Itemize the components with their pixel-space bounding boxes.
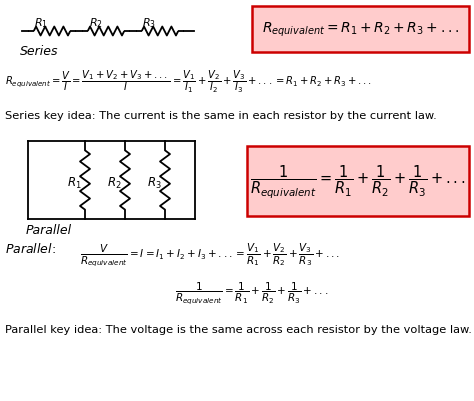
Text: $R_1$: $R_1$ [67,175,82,190]
Text: $R_1$: $R_1$ [35,16,48,30]
Text: Series key idea: The current is the same in each resistor by the current law.: Series key idea: The current is the same… [5,111,437,121]
FancyBboxPatch shape [252,7,469,53]
Text: $\dfrac{1}{R_{equivalent}} = \dfrac{1}{R_1} + \dfrac{1}{R_2} + \dfrac{1}{R_3} + : $\dfrac{1}{R_{equivalent}} = \dfrac{1}{R… [175,279,328,305]
Text: $R_3$: $R_3$ [143,16,156,30]
Text: $R_2$: $R_2$ [108,175,122,190]
Text: $R_{equivalent} = R_1 + R_2 + R_3 + ...$: $R_{equivalent} = R_1 + R_2 + R_3 + ...$ [262,21,459,39]
Text: $\dfrac{V}{R_{equivalent}} = I = I_1 + I_2 + I_3 + ... = \dfrac{V_1}{R_1} + \dfr: $\dfrac{V}{R_{equivalent}} = I = I_1 + I… [80,241,340,269]
Text: $R_{equivalent} = \dfrac{V}{I} = \dfrac{V_1 + V_2 + V_3 + ...}{I} = \dfrac{V_1}{: $R_{equivalent} = \dfrac{V}{I} = \dfrac{… [5,68,372,95]
Text: Series: Series [20,45,58,58]
Text: $R_3$: $R_3$ [147,175,162,190]
FancyBboxPatch shape [247,147,469,217]
Text: $R_2$: $R_2$ [89,16,102,30]
Text: $\dfrac{1}{R_{equivalent}} = \dfrac{1}{R_1} + \dfrac{1}{R_2} + \dfrac{1}{R_3} + : $\dfrac{1}{R_{equivalent}} = \dfrac{1}{R… [250,163,465,200]
Text: Parallel key idea: The voltage is the same across each resistor by the voltage l: Parallel key idea: The voltage is the sa… [5,324,472,334]
Text: Parallel: Parallel [26,223,72,237]
Text: $Parallel\!:$: $Parallel\!:$ [5,241,56,255]
